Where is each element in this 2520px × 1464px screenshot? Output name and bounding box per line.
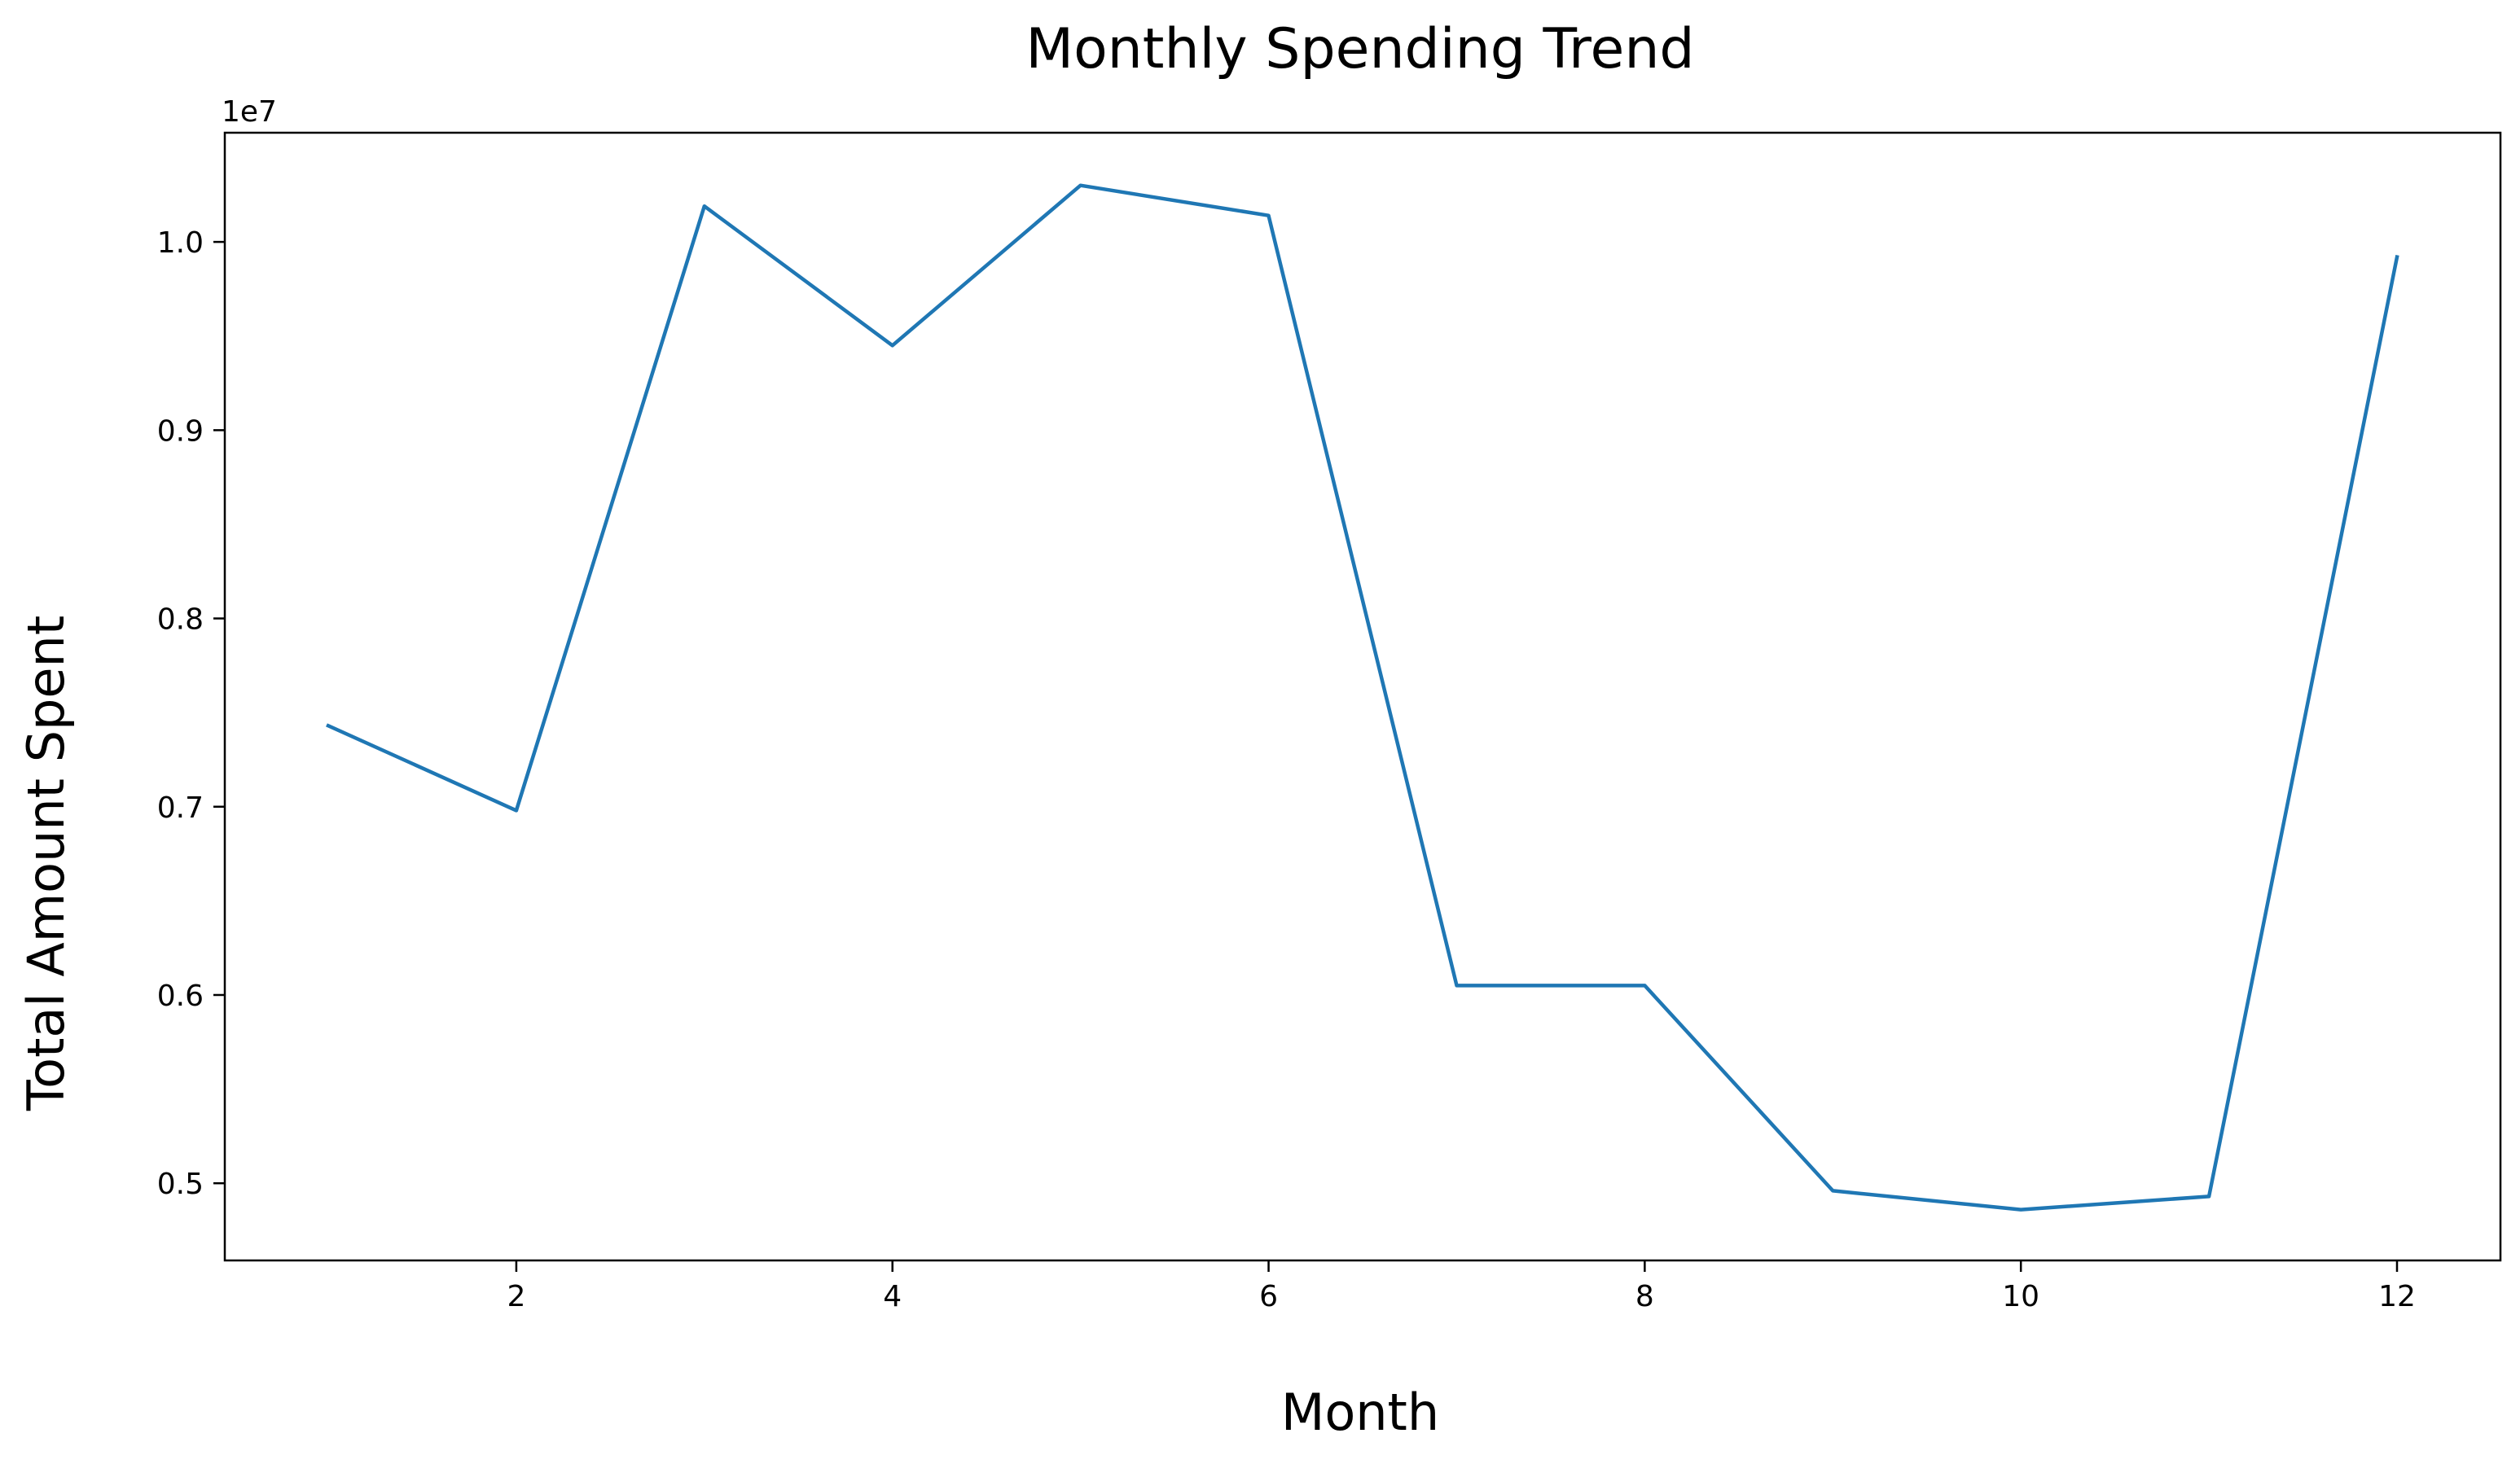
series-line (326, 183, 2399, 1212)
x-tick-label: 8 (1635, 1280, 1654, 1313)
chart-title: Monthly Spending Trend (1025, 17, 1694, 81)
x-tick-label: 2 (507, 1280, 525, 1313)
x-tick-label: 10 (2002, 1280, 2039, 1313)
y-axis-ticks: 0.5 0.6 0.7 0.8 0.9 1.0 (157, 226, 225, 1201)
y-tick-label: 0.6 (157, 980, 204, 1013)
x-axis-ticks: 2 4 6 8 10 12 (507, 1260, 2416, 1313)
x-tick-label: 6 (1259, 1280, 1278, 1313)
y-tick-label: 1.0 (157, 226, 204, 260)
plot-frame (223, 131, 2502, 1262)
y-tick-label: 0.5 (157, 1168, 204, 1201)
x-tick-label: 4 (883, 1280, 902, 1313)
y-axis-label: Total Amount Spent (16, 616, 76, 1111)
y-tick-label: 0.9 (157, 414, 204, 448)
x-axis-label: Month (1281, 1383, 1439, 1442)
y-tick-label: 0.8 (157, 603, 204, 637)
y-tick-label: 0.7 (157, 791, 204, 825)
x-tick-label: 12 (2378, 1280, 2416, 1313)
y-offset-label: 1e7 (222, 95, 277, 129)
series-layer (326, 183, 2399, 1212)
